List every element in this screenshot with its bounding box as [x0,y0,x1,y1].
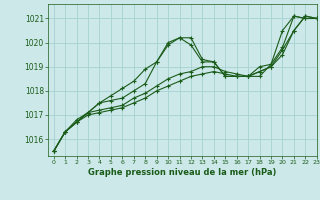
X-axis label: Graphe pression niveau de la mer (hPa): Graphe pression niveau de la mer (hPa) [88,168,276,177]
